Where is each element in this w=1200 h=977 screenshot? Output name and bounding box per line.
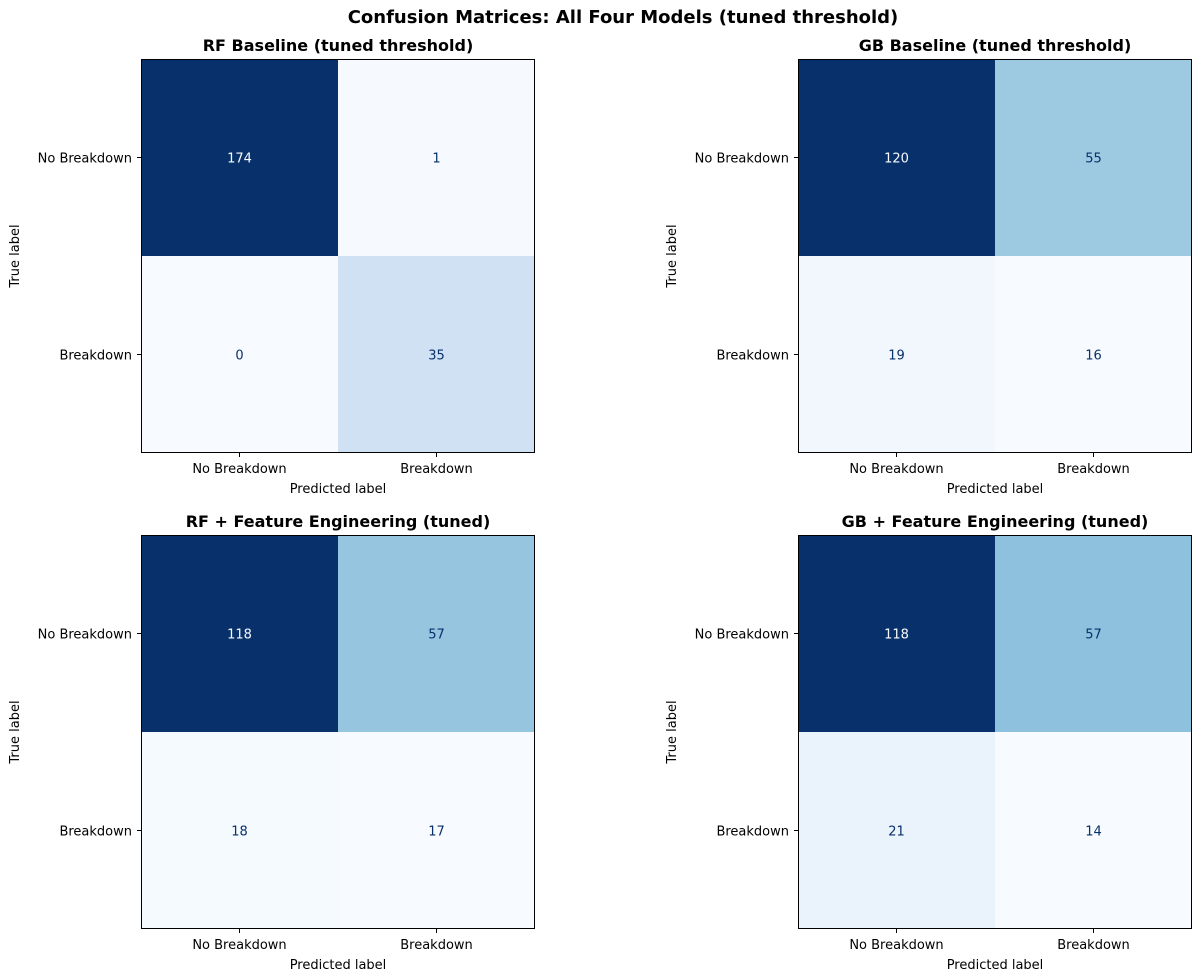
matrix-cell (141, 256, 338, 453)
matrix-cell (798, 732, 995, 929)
cell-value-label: 18 (231, 825, 248, 840)
cell-value-label: 19 (888, 349, 905, 364)
cell-value-label: 118 (227, 628, 252, 643)
axes-frame (141, 535, 535, 929)
y-tick-label: No Breakdown (695, 152, 789, 167)
y-tick-label: No Breakdown (38, 628, 132, 643)
matrix-cell (141, 535, 338, 732)
matrix-cell (798, 535, 995, 732)
cell-value-label: 1 (432, 152, 440, 167)
x-tick-label: Breakdown (1057, 462, 1130, 477)
y-axis-label: True label (665, 700, 680, 764)
confusion-matrix-panel: 120 55 19 16 No Breakdown Breakdown No Breakdo… (665, 36, 1192, 497)
x-tick-label: Breakdown (400, 462, 473, 477)
cell-value-label: 118 (884, 628, 909, 643)
confusion-matrix-panel: 118 57 21 14 No Breakdown Breakdown No Breakdo… (665, 512, 1192, 973)
y-tick-label: No Breakdown (38, 152, 132, 167)
matrix-cell (995, 535, 1192, 732)
cell-value-label: 14 (1085, 825, 1102, 840)
y-tick-label: Breakdown (716, 825, 789, 840)
matrix-cell (338, 59, 535, 256)
cell-value-label: 35 (428, 349, 445, 364)
x-tick-label: Breakdown (400, 938, 473, 953)
cell-value-label: 57 (428, 628, 445, 643)
cell-value-label: 57 (1085, 628, 1102, 643)
matrix-cell (141, 59, 338, 256)
x-tick-label: No Breakdown (192, 462, 286, 477)
confusion-matrix-panel: 174 1 0 35 No Breakdown Breakdown No Breakdown… (8, 36, 535, 497)
panel-title: GB + Feature Engineering (tuned) (842, 512, 1149, 531)
matrix-cell (141, 732, 338, 929)
panels: 174 1 0 35 No Breakdown Breakdown No Breakdown… (8, 36, 1192, 973)
cell-value-label: 120 (884, 152, 909, 167)
figure-title: Confusion Matrices: All Four Models (tun… (348, 7, 899, 28)
x-tick-label: No Breakdown (192, 938, 286, 953)
cell-value-label: 174 (227, 152, 252, 167)
x-tick-label: Breakdown (1057, 938, 1130, 953)
axes-frame (798, 535, 1192, 929)
cell-value-label: 0 (235, 349, 243, 364)
panel-title: RF Baseline (tuned threshold) (203, 36, 474, 55)
axes-frame (798, 59, 1192, 453)
matrix-cell (995, 256, 1192, 453)
x-axis-label: Predicted label (947, 958, 1044, 973)
y-axis-label: True label (8, 224, 23, 288)
x-axis-label: Predicted label (290, 482, 387, 497)
y-tick-label: Breakdown (59, 825, 132, 840)
matrix-cell (798, 59, 995, 256)
y-axis-label: True label (8, 700, 23, 764)
x-axis-label: Predicted label (290, 958, 387, 973)
cell-value-label: 17 (428, 825, 445, 840)
x-tick-label: No Breakdown (849, 938, 943, 953)
matrix-cell (338, 732, 535, 929)
y-tick-label: No Breakdown (695, 628, 789, 643)
cell-value-label: 55 (1085, 152, 1102, 167)
matrix-cell (995, 732, 1192, 929)
x-axis-label: Predicted label (947, 482, 1044, 497)
x-tick-label: No Breakdown (849, 462, 943, 477)
y-tick-label: Breakdown (59, 349, 132, 364)
cell-value-label: 21 (888, 825, 905, 840)
confusion-matrix-panel: 118 57 18 17 No Breakdown Breakdown No Breakdo… (8, 512, 535, 973)
panel-title: GB Baseline (tuned threshold) (859, 36, 1132, 55)
matrix-cell (995, 59, 1192, 256)
axes-frame (141, 59, 535, 453)
matrix-cell (338, 535, 535, 732)
y-axis-label: True label (665, 224, 680, 288)
cell-value-label: 16 (1085, 349, 1102, 364)
matrix-cell (338, 256, 535, 453)
matrix-cell (798, 256, 995, 453)
y-tick-label: Breakdown (716, 349, 789, 364)
panel-title: RF + Feature Engineering (tuned) (186, 512, 491, 531)
